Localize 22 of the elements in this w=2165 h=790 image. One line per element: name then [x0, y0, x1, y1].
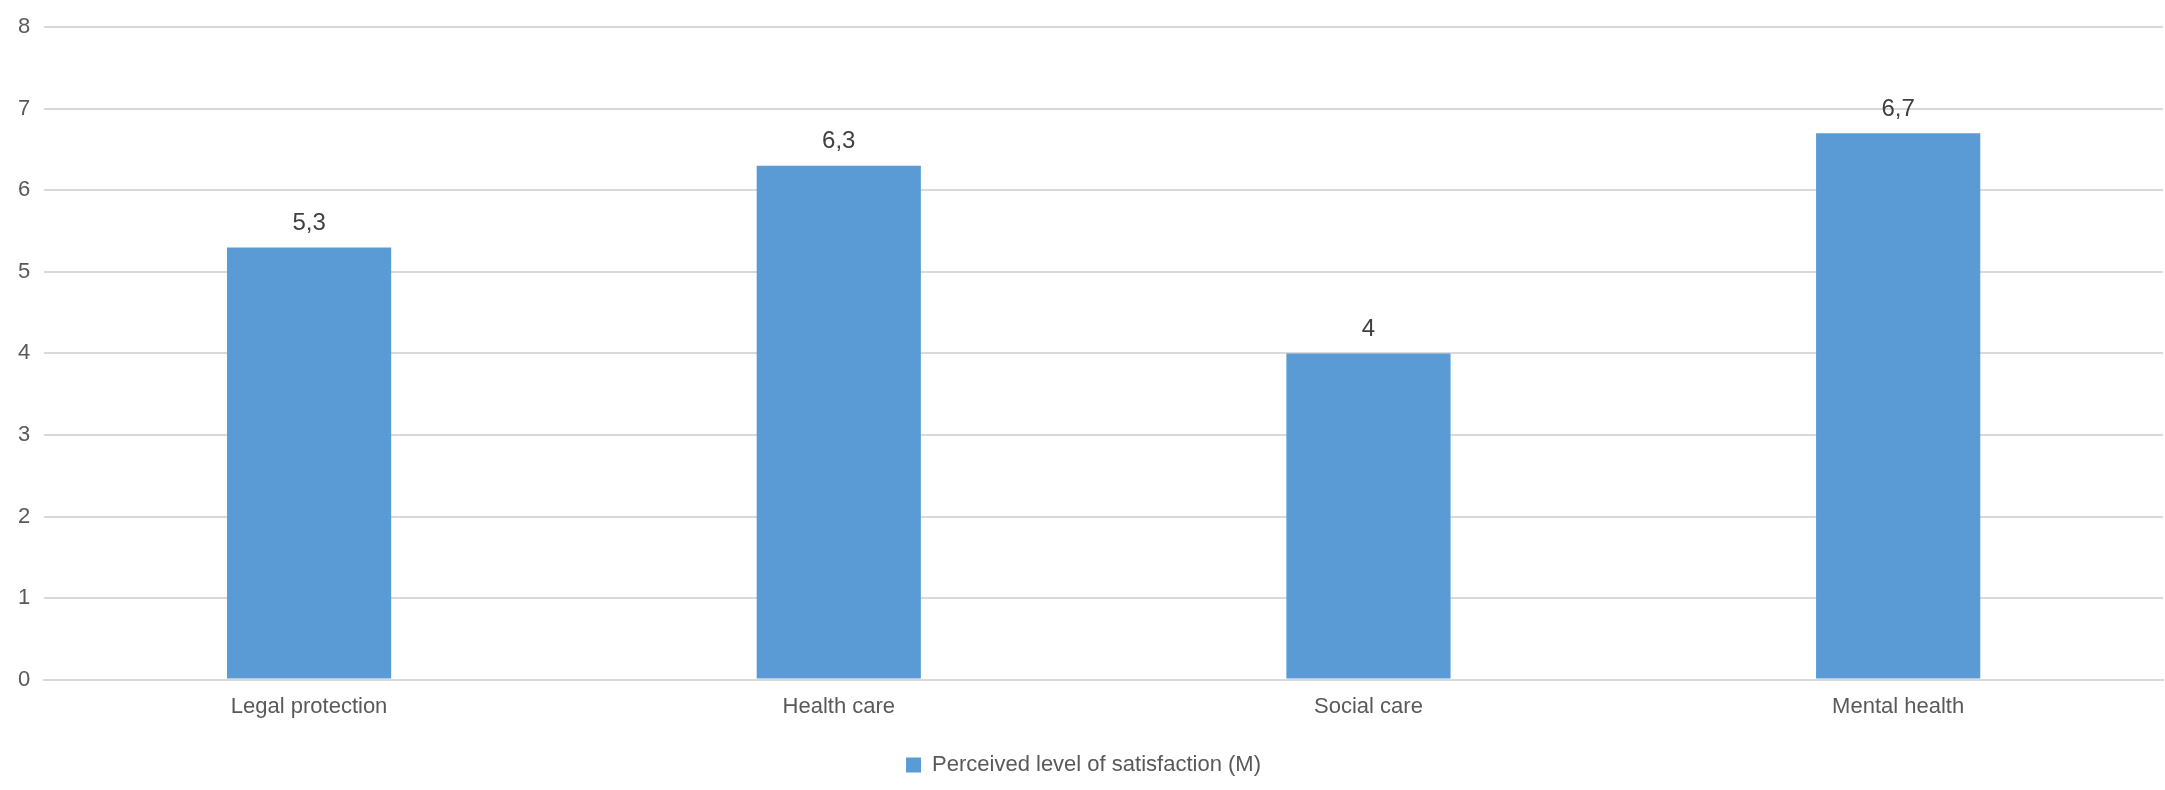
y-tick-label: 2	[17, 502, 31, 528]
bar	[226, 247, 392, 679]
y-tick-label: 4	[17, 339, 31, 365]
bar	[1816, 133, 1981, 679]
data-label: 6,3	[822, 126, 856, 154]
y-tick-label: 8	[17, 13, 31, 39]
y-tick-label: 1	[17, 584, 31, 610]
y-tick-label: 5	[17, 257, 31, 283]
data-label: 5,3	[292, 208, 326, 236]
x-tick-label: Legal protection	[230, 692, 388, 718]
y-tick-label: 7	[17, 94, 31, 120]
x-tick-label: Health care	[782, 692, 896, 718]
data-label: 6,7	[1881, 93, 1915, 121]
x-tick-label: Mental health	[1832, 692, 1965, 718]
data-label: 4	[1361, 314, 1376, 342]
bar	[756, 165, 921, 679]
y-tick-label: 6	[17, 176, 31, 202]
y-tick-label: 0	[17, 665, 31, 691]
bar	[1286, 353, 1451, 679]
x-tick-label: Social care	[1314, 692, 1423, 718]
legend-label: Perceived level of satisfaction (M)	[932, 751, 1261, 777]
y-tick-label: 3	[17, 421, 31, 447]
